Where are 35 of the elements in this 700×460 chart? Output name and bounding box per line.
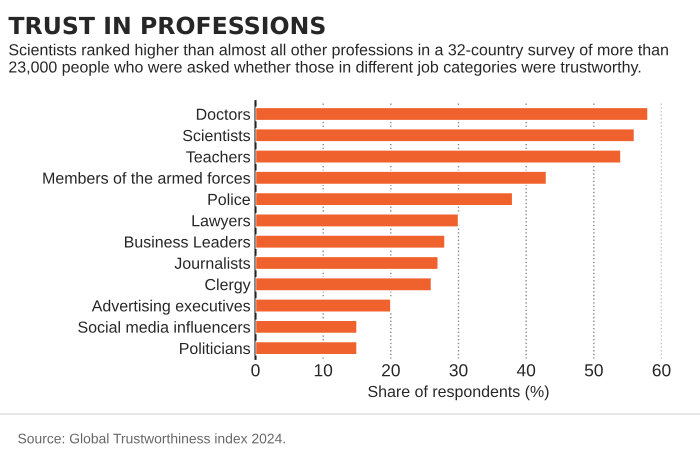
bar [256,298,392,313]
y-tick-label: Doctors [196,108,250,120]
x-tick-label: 30 [450,364,468,376]
y-tick-label: Teachers [186,150,250,162]
y-tick-label: Advertising executives [92,300,250,315]
bar [256,213,460,228]
source-note: Source: Global Trustworthiness index 2024. [18,433,285,444]
bar [256,128,636,143]
bar [256,320,358,334]
chart-subtitle: Scientists ranked higher than almost all other professions in a 32-country survey of more than 23,000 people who were asked whether those in different job categories were trustworthy. [9,44,668,76]
y-tick-label: Scientists [183,129,250,142]
x-tick-label: 0 [251,364,260,376]
y-tick-label: Business Leaders [124,236,250,248]
bar [256,149,622,164]
x-tick-label: 60 [652,364,670,376]
bar [256,234,446,250]
bar [256,192,514,206]
bar [256,170,548,186]
y-tick-label: Lawyers [192,215,250,230]
y-tick-label: Journalists [174,257,250,269]
x-tick-label: 50 [584,364,603,376]
x-tick-label: 40 [516,364,536,376]
x-tick-label: 20 [382,364,400,376]
bar [256,276,432,292]
y-tick-label: Social media influencers [78,321,250,333]
y-tick-label: Members of the armed forces [43,172,250,184]
x-axis-title: Share of respondents (%) [368,385,549,400]
bar [256,256,439,270]
x-tick-label: 10 [314,364,332,376]
y-tick-label: Clergy [205,278,251,294]
bar [256,106,649,122]
y-tick-label: Politicians [180,342,250,354]
chart-title: TRUST IN PROFESSIONS [8,16,325,34]
y-tick-label: Police [208,193,250,206]
bar [256,340,358,356]
